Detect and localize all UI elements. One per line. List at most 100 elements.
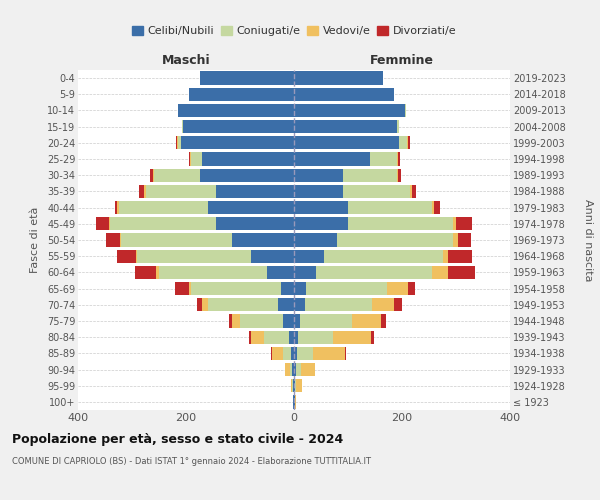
Bar: [371, 330, 374, 344]
Bar: [294, 201, 348, 214]
Bar: [434, 201, 440, 214]
Bar: [290, 363, 292, 376]
Bar: [117, 250, 136, 263]
Bar: [150, 168, 152, 182]
Bar: [343, 168, 397, 182]
Bar: [294, 330, 298, 344]
Bar: [178, 136, 181, 149]
Bar: [407, 136, 409, 149]
Bar: [387, 282, 409, 295]
Bar: [410, 185, 412, 198]
Bar: [96, 217, 109, 230]
Bar: [118, 201, 208, 214]
Bar: [370, 152, 397, 166]
Bar: [240, 314, 283, 328]
Bar: [348, 217, 454, 230]
Bar: [294, 234, 337, 246]
Bar: [251, 330, 265, 344]
Bar: [137, 250, 251, 263]
Bar: [301, 363, 314, 376]
Bar: [409, 282, 415, 295]
Bar: [184, 120, 294, 134]
Bar: [182, 120, 184, 134]
Bar: [121, 234, 232, 246]
Bar: [292, 346, 294, 360]
Bar: [191, 152, 202, 166]
Bar: [291, 379, 292, 392]
Text: Fasce di età: Fasce di età: [30, 207, 40, 273]
Legend: Celibi/Nubili, Coniugati/e, Vedovi/e, Divorziati/e: Celibi/Nubili, Coniugati/e, Vedovi/e, Di…: [127, 21, 461, 40]
Bar: [154, 168, 199, 182]
Bar: [202, 152, 294, 166]
Bar: [295, 379, 296, 392]
Bar: [294, 185, 343, 198]
Bar: [145, 185, 146, 198]
Bar: [301, 314, 352, 328]
Bar: [294, 136, 400, 149]
Bar: [265, 330, 289, 344]
Bar: [152, 168, 154, 182]
Bar: [289, 330, 294, 344]
Bar: [191, 282, 281, 295]
Bar: [118, 201, 119, 214]
Bar: [294, 346, 296, 360]
Text: Maschi: Maschi: [161, 54, 211, 67]
Bar: [251, 250, 294, 263]
Bar: [343, 185, 410, 198]
Bar: [271, 346, 272, 360]
Bar: [175, 282, 188, 295]
Bar: [404, 104, 406, 117]
Bar: [232, 234, 294, 246]
Bar: [216, 185, 294, 198]
Bar: [136, 250, 137, 263]
Bar: [294, 282, 306, 295]
Bar: [313, 346, 346, 360]
Bar: [400, 136, 407, 149]
Bar: [432, 266, 448, 279]
Bar: [208, 298, 278, 312]
Bar: [286, 363, 290, 376]
Bar: [305, 298, 372, 312]
Bar: [398, 152, 400, 166]
Bar: [178, 104, 294, 117]
Bar: [146, 185, 216, 198]
Bar: [294, 298, 305, 312]
Bar: [294, 266, 316, 279]
Text: COMUNE DI CAPRIOLO (BS) - Dati ISTAT 1° gennaio 2024 - Elaborazione TUTTITALIA.I: COMUNE DI CAPRIOLO (BS) - Dati ISTAT 1° …: [12, 458, 371, 466]
Bar: [458, 234, 471, 246]
Bar: [294, 104, 404, 117]
Bar: [295, 396, 296, 408]
Bar: [443, 250, 448, 263]
Bar: [397, 120, 400, 134]
Bar: [296, 346, 313, 360]
Bar: [115, 201, 118, 214]
Bar: [398, 168, 401, 182]
Bar: [454, 234, 458, 246]
Bar: [292, 363, 294, 376]
Bar: [199, 168, 294, 182]
Text: Anni di nascita: Anni di nascita: [583, 198, 593, 281]
Bar: [188, 152, 190, 166]
Text: Popolazione per età, sesso e stato civile - 2024: Popolazione per età, sesso e stato civil…: [12, 432, 343, 446]
Bar: [229, 314, 232, 328]
Bar: [306, 282, 387, 295]
Bar: [432, 201, 434, 214]
Bar: [294, 152, 370, 166]
Bar: [448, 250, 472, 263]
Bar: [337, 234, 454, 246]
Bar: [294, 363, 296, 376]
Bar: [110, 217, 216, 230]
Bar: [294, 88, 394, 101]
Bar: [156, 266, 159, 279]
Bar: [159, 266, 267, 279]
Text: Femmine: Femmine: [370, 54, 434, 67]
Bar: [448, 266, 475, 279]
Bar: [372, 298, 394, 312]
Bar: [454, 217, 456, 230]
Bar: [232, 314, 240, 328]
Bar: [294, 217, 348, 230]
Bar: [106, 234, 119, 246]
Bar: [176, 136, 178, 149]
Bar: [348, 201, 432, 214]
Bar: [456, 217, 472, 230]
